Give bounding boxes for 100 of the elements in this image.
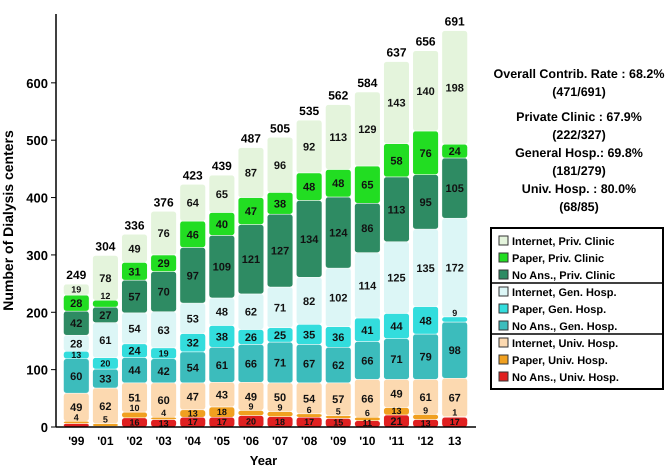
data-label: 127 (270, 246, 290, 258)
data-label: 11 (362, 418, 372, 428)
data-label: 28 (70, 338, 82, 350)
data-label: 21 (390, 416, 403, 428)
data-label: 60 (70, 370, 82, 383)
y-tick-label: 500 (26, 133, 48, 148)
data-label: 20 (100, 358, 110, 368)
data-label: 41 (361, 324, 374, 337)
data-label: 17 (188, 417, 198, 428)
data-label: 65 (216, 188, 228, 201)
data-label: 17 (450, 417, 460, 428)
x-tick-label: '01 (97, 434, 114, 448)
data-label: 97 (186, 270, 199, 282)
data-label: 57 (128, 292, 141, 304)
legend-label: No Ans., Gen. Hosp. (512, 321, 618, 333)
data-label: 48 (419, 315, 432, 328)
data-label: 18 (275, 416, 286, 427)
data-label: 1 (452, 408, 458, 418)
data-label: 50 (274, 392, 286, 404)
total-label: 304 (95, 239, 116, 254)
total-label: 637 (386, 46, 407, 60)
data-label: 140 (416, 86, 435, 98)
data-label: 36 (332, 332, 344, 344)
data-label: 16 (130, 417, 140, 428)
data-label: 48 (216, 306, 228, 319)
data-label: 129 (358, 124, 377, 136)
x-tick-label: '02 (126, 434, 143, 448)
data-label: 13 (420, 418, 431, 428)
total-label: 336 (124, 218, 145, 232)
data-label: 51 (128, 392, 141, 404)
x-tick-label: '12 (417, 434, 434, 448)
data-label: 49 (128, 243, 141, 256)
text: (181/279) (552, 164, 606, 178)
data-label: 13 (391, 406, 402, 416)
data-label: 25 (274, 330, 286, 342)
data-label: 49 (70, 402, 82, 414)
data-label: 33 (99, 374, 112, 386)
data-label: 78 (99, 272, 112, 285)
data-label: 70 (158, 286, 170, 299)
data-label: 87 (244, 168, 258, 180)
total-label: 505 (270, 121, 290, 136)
x-tick-label: '05 (214, 434, 230, 448)
data-label: 96 (274, 160, 286, 172)
data-label: 42 (158, 366, 170, 378)
data-label: 31 (128, 266, 141, 278)
data-label: 6 (364, 408, 370, 418)
data-label: 9 (423, 405, 428, 416)
text: (222/327) (552, 128, 606, 142)
data-label: 38 (216, 331, 228, 344)
data-label: 9 (248, 401, 254, 412)
x-tick-label: '10 (359, 434, 376, 448)
data-label: 64 (186, 198, 200, 210)
data-label: 49 (390, 388, 403, 400)
total-label: 656 (416, 34, 436, 49)
legend-label: Paper, Gen. Hosp. (512, 304, 606, 316)
data-label: 95 (419, 196, 432, 209)
data-label: 143 (387, 98, 406, 110)
data-label: 198 (446, 82, 464, 94)
data-label: 82 (303, 296, 316, 308)
total-label: 249 (66, 268, 87, 282)
data-label: 13 (158, 418, 169, 428)
data-label: 79 (419, 352, 432, 364)
data-label: 15 (333, 418, 344, 428)
data-label: 35 (303, 329, 316, 342)
legend-label: No Ans., Univ. Hosp. (512, 372, 619, 384)
text: General Hosp.: 69.8% (515, 146, 643, 160)
data-label: 17 (216, 417, 227, 428)
x-axis-title: Year (250, 453, 278, 468)
y-tick-label: 100 (26, 362, 48, 378)
data-label: 113 (329, 132, 348, 144)
data-label: 19 (158, 348, 169, 358)
data-label: 32 (186, 338, 199, 350)
data-label: 67 (448, 392, 461, 404)
data-label: 61 (99, 335, 112, 348)
text: Overall Contrib. Rate : 68.2% (494, 67, 664, 81)
data-label: 48 (332, 178, 344, 190)
data-label: 17 (304, 417, 314, 428)
data-label: 113 (388, 204, 406, 216)
data-label: 38 (274, 198, 286, 210)
text: Private Clinic : 67.9% (516, 110, 642, 124)
data-label: 29 (158, 258, 170, 270)
data-label: 71 (274, 357, 286, 370)
y-tick-label: 200 (26, 305, 48, 320)
data-label: 10 (130, 403, 140, 414)
data-label: 76 (419, 148, 432, 160)
data-label: 172 (446, 262, 464, 275)
data-label: 6 (306, 404, 312, 415)
data-label: 54 (128, 323, 142, 336)
y-axis-title: Number of Dialysis centers (0, 130, 16, 311)
data-label: 28 (70, 298, 82, 310)
y-tick-label: 400 (26, 190, 48, 206)
data-label: 44 (128, 365, 142, 378)
data-label: 4 (74, 412, 79, 422)
total-label: 439 (212, 159, 232, 174)
total-label: 423 (182, 168, 204, 182)
data-label: 20 (246, 416, 256, 426)
text: Univ. Hosp. : 80.0% (522, 182, 636, 196)
data-label: 63 (158, 324, 170, 337)
data-label: 47 (244, 206, 258, 218)
data-label: 71 (390, 354, 403, 366)
